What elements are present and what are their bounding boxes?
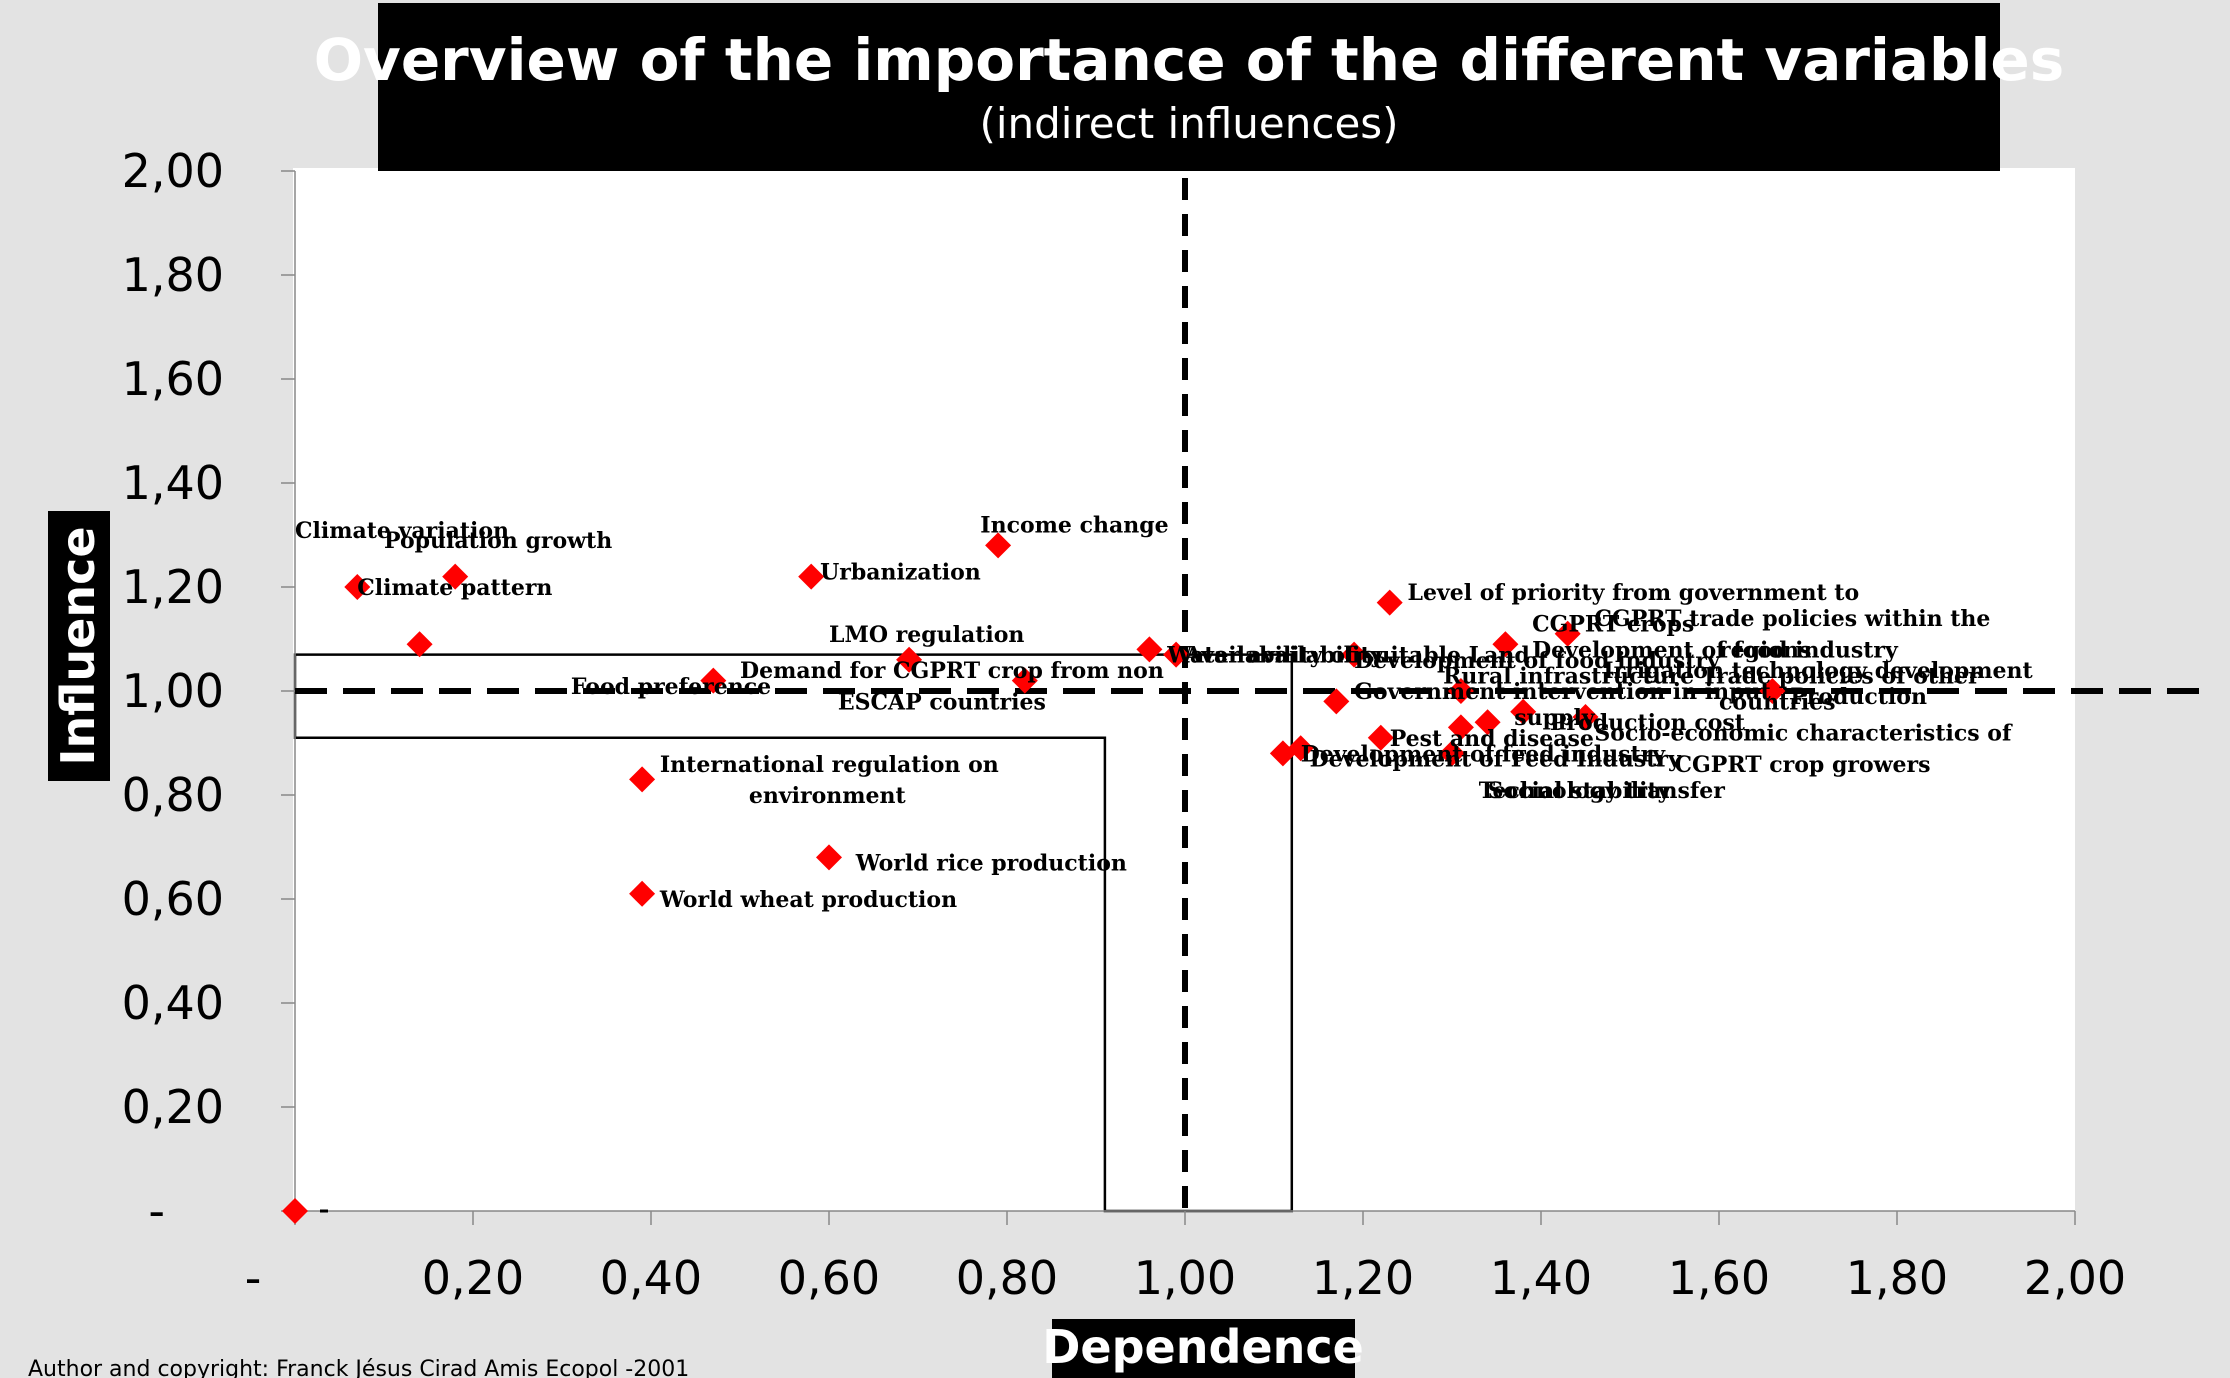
data-point: [1447, 714, 1474, 741]
point-label: Climate variation: [295, 518, 509, 544]
point-label: Level of priority from government to: [1408, 580, 1860, 606]
point-label: ESCAP countries: [838, 689, 1046, 715]
point-label: Development of food industry: [1354, 648, 1721, 674]
point-label: Socio-economic characteristics of: [1594, 721, 2013, 747]
point-label: World rice production: [855, 851, 1127, 877]
tick-labels: - 0,20 0,40 0,60 0,80 1,00 1,20 1,40 1,60 1,80 2,0…: [122, 144, 2127, 1305]
data-point: [1367, 724, 1394, 751]
x-tick-label: 1,40: [1490, 1251, 1592, 1305]
point-label: supply: [1514, 705, 1596, 731]
y-tick-label: 0,80: [122, 768, 224, 822]
x-tick-label: 1,60: [1668, 1251, 1770, 1305]
y-tick-label: 0,20: [122, 1080, 224, 1134]
point-label: Development of Feed Industry: [1310, 747, 1682, 773]
y-axis-label-box: [48, 511, 110, 781]
data-point: [896, 646, 923, 673]
data-point: [1572, 704, 1599, 730]
point-label: Technology transfer: [1479, 778, 1726, 804]
data-points: [282, 532, 1786, 1224]
point-label: International regulation on: [660, 752, 999, 778]
point-label: Development of food industry: [1532, 637, 1899, 663]
x-tick-label: 1,80: [1846, 1251, 1948, 1305]
data-point: [1447, 678, 1474, 704]
y-tick-label: 1,20: [122, 560, 224, 614]
y-tick-label: 1,00: [122, 664, 224, 718]
x-tick-label: 1,20: [1312, 1251, 1414, 1305]
chart-subtitle: (indirect influences): [979, 99, 1398, 148]
y-tick-label: 0,40: [122, 976, 224, 1030]
data-point: [282, 1198, 308, 1224]
data-point: [1492, 631, 1519, 658]
point-label: Food preference: [571, 674, 771, 700]
data-point: [1510, 698, 1537, 725]
data-point: [1136, 636, 1163, 663]
point-label: CGPRT trade policies within the: [1594, 606, 1990, 632]
chart-title: Overview of the importance of the differ…: [314, 26, 2065, 94]
point-label: CGPRT crop growers: [1675, 752, 1931, 778]
point-label: Urbanization: [820, 559, 981, 585]
point-label: Climate pattern: [357, 575, 552, 601]
y-tick-label: -: [148, 1184, 165, 1238]
point-label: Availability of suitable Land: [1184, 643, 1530, 669]
x-tick-label: 2,00: [2024, 1251, 2126, 1305]
point-label: Social stability: [1488, 778, 1672, 804]
x-tick-label: 0,80: [956, 1251, 1058, 1305]
data-point: [1287, 735, 1314, 762]
data-point: [1163, 641, 1190, 668]
data-point: [1323, 688, 1350, 715]
data-point: [629, 766, 656, 793]
data-point: [629, 880, 656, 907]
copyright-footer: Author and copyright: Franck Jésus Cirad…: [28, 1357, 689, 1378]
point-label: Development of feed industry: [1301, 741, 1667, 767]
point-label: Pest and disease: [1390, 726, 1594, 752]
data-point: [1011, 667, 1038, 694]
point-label: LMO regulation: [829, 622, 1024, 648]
point-label: environment: [749, 783, 907, 809]
y-tick-label: 0,60: [122, 872, 224, 926]
y-tick-label: 1,60: [122, 352, 224, 406]
point-label: Income change: [980, 513, 1168, 539]
point-label: regions: [1719, 637, 1811, 663]
y-axis-label: Influence: [51, 526, 105, 765]
x-tick-label: 0,60: [778, 1251, 880, 1305]
point-label: Demand for CGPRT crop from non: [740, 658, 1164, 684]
point-label: Irrigation technology development: [1603, 658, 2033, 684]
data-point: [816, 844, 842, 871]
data-point: [1439, 740, 1465, 767]
point-label: World wheat production: [659, 887, 957, 913]
x-tick-label: 1,00: [1134, 1251, 1236, 1305]
data-point: [1759, 678, 1786, 704]
point-label: Population growth: [384, 528, 612, 554]
title-box: [378, 3, 2000, 171]
point-label: Rural infrastructure: [1443, 663, 1694, 689]
data-point: [1341, 641, 1368, 668]
data-point: [442, 563, 469, 590]
y-tick-label: 1,40: [122, 456, 224, 510]
data-point: [344, 574, 371, 600]
y-tick-label: 2,00: [122, 144, 224, 198]
x-axis-label-box: [1052, 1319, 1355, 1378]
data-point: [1376, 589, 1403, 616]
x-tick-label: 0,40: [600, 1251, 702, 1305]
y-tick-label: 1,80: [122, 248, 224, 302]
point-label: Government intervention in input: [1354, 679, 1771, 705]
point-label: CGPRT crops: [1532, 611, 1694, 637]
point-label: Production: [1790, 684, 1927, 710]
data-point: [700, 667, 727, 694]
data-point: [1554, 620, 1581, 647]
point-label: countries: [1719, 689, 1836, 715]
data-point: [985, 532, 1012, 559]
x-axis-label: Dependence: [1042, 1320, 1364, 1374]
point-label: Production cost: [1550, 710, 1746, 736]
x-tick-label: -: [245, 1251, 262, 1305]
data-point: [1474, 709, 1501, 736]
data-point: [798, 563, 825, 590]
threshold-lines: [295, 178, 2205, 1211]
point-label: Trade policies of other: [1701, 663, 1980, 689]
x-tick-label: 0,20: [422, 1251, 524, 1305]
point-label: Water availability: [1166, 643, 1384, 669]
data-point: [406, 631, 433, 658]
